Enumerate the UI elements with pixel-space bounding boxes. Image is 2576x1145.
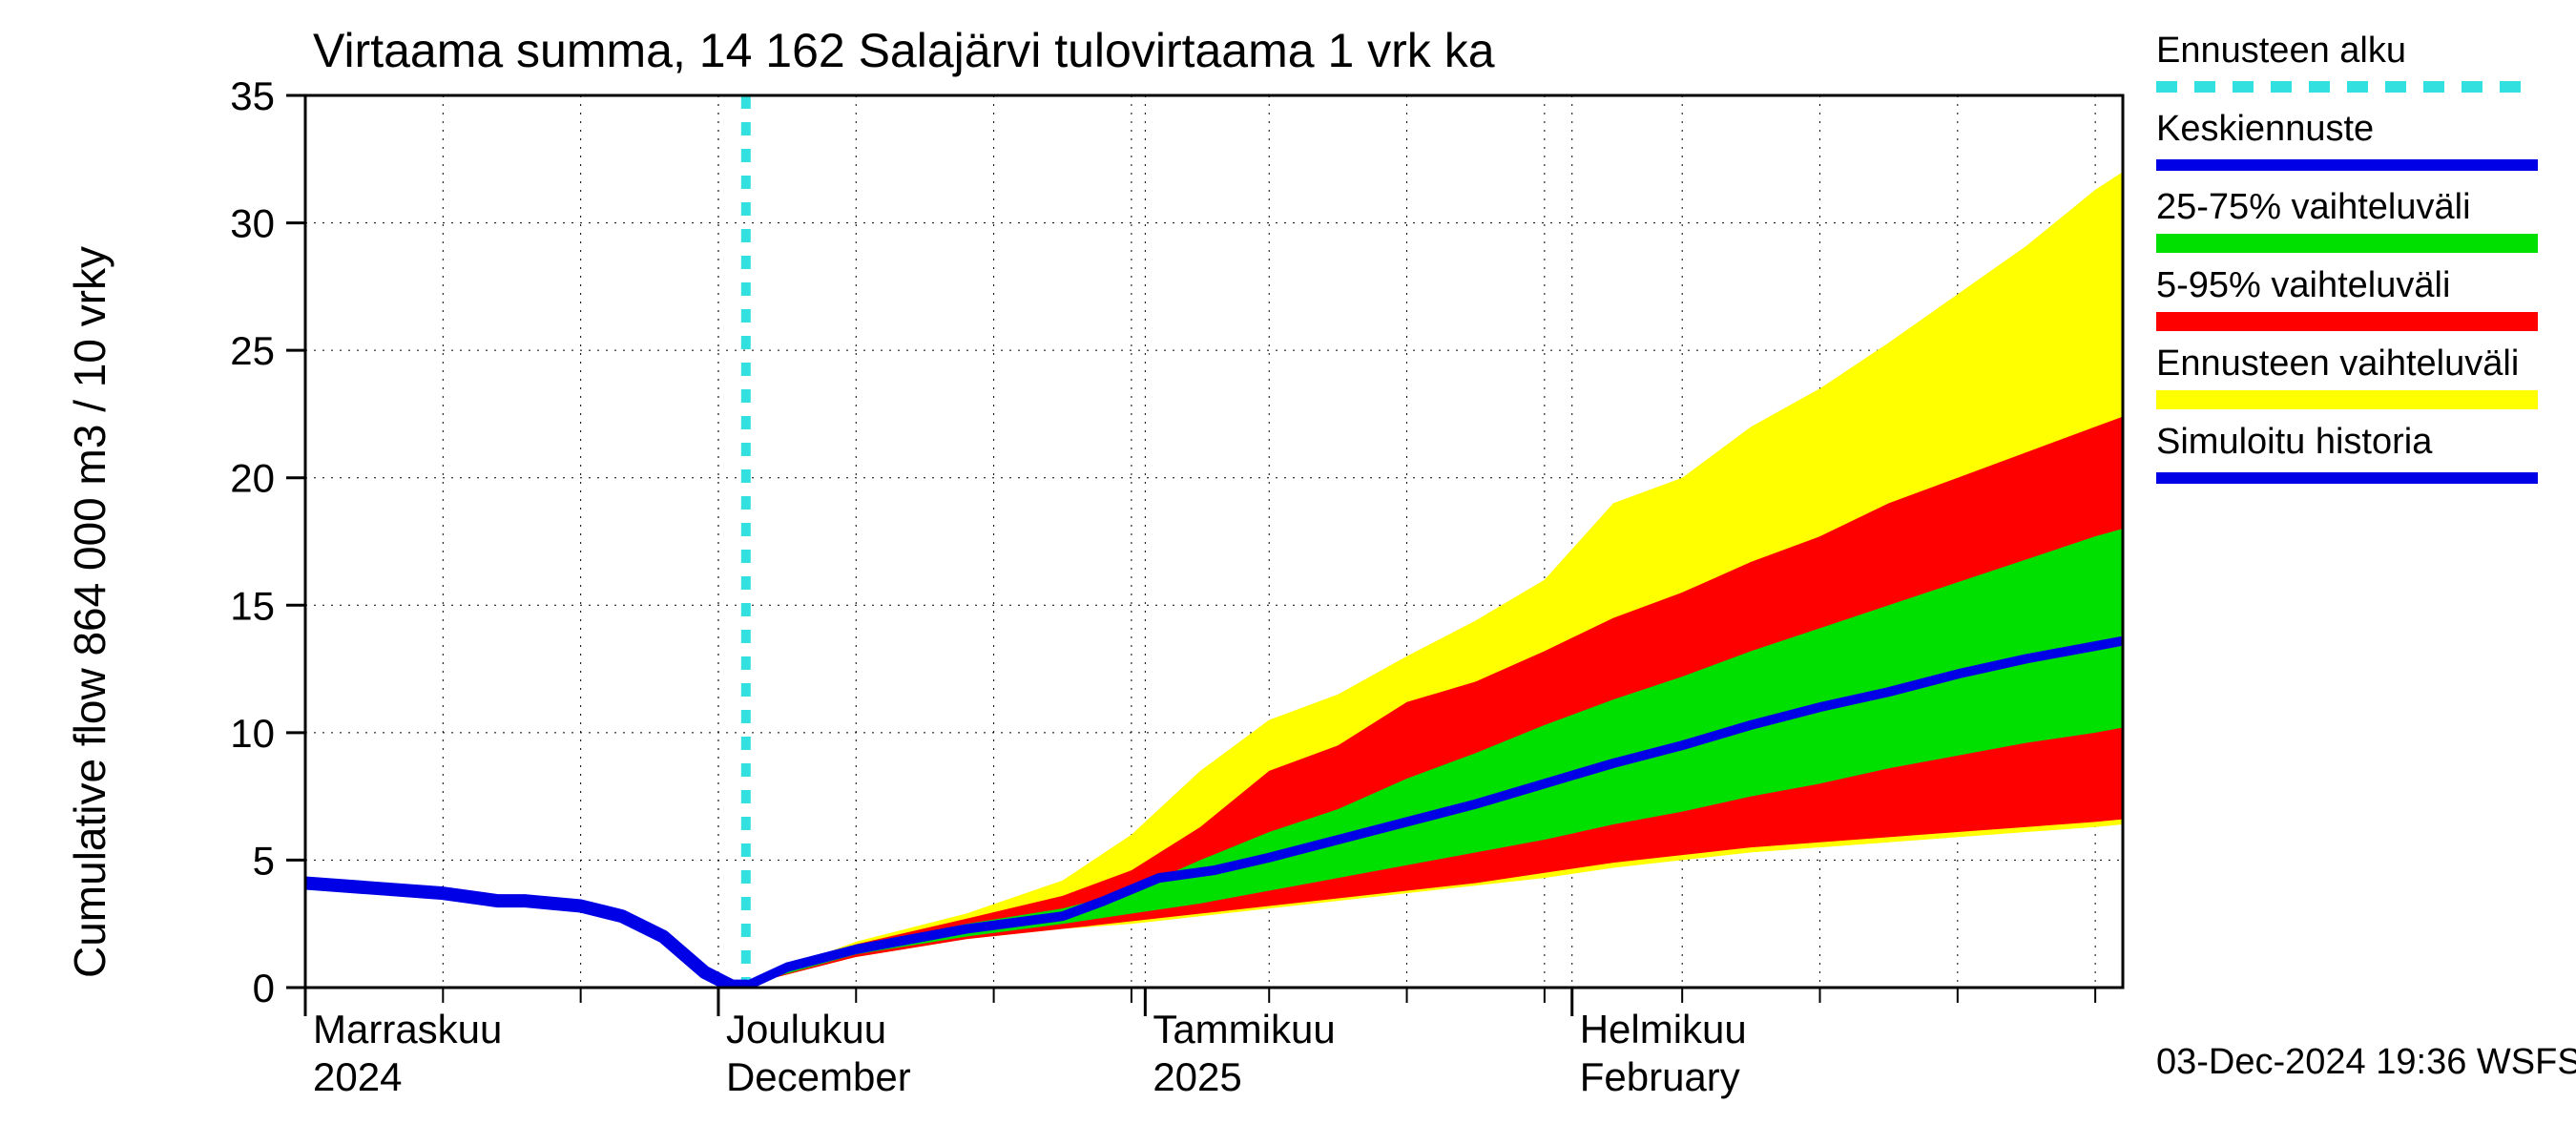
legend-swatch bbox=[2156, 390, 2538, 409]
y-tick-label: 25 bbox=[230, 328, 275, 373]
y-tick-label: 5 bbox=[253, 838, 275, 883]
x-month-label: Helmikuu bbox=[1580, 1007, 1747, 1051]
legend-swatch bbox=[2156, 234, 2538, 253]
timestamp-label: 03-Dec-2024 19:36 WSFS-O bbox=[2156, 1042, 2576, 1082]
y-tick-label: 10 bbox=[230, 711, 275, 756]
legend-label: 25-75% vaihteluväli bbox=[2156, 187, 2471, 227]
legend-label: Keskiennuste bbox=[2156, 109, 2374, 149]
y-tick-label: 35 bbox=[230, 73, 275, 118]
x-month-sublabel: 2024 bbox=[313, 1054, 402, 1099]
x-month-sublabel: December bbox=[726, 1054, 911, 1099]
chart-container: 05101520253035Marraskuu2024JoulukuuDecem… bbox=[0, 0, 2576, 1145]
legend-label: Ennusteen alku bbox=[2156, 31, 2406, 71]
x-month-label: Marraskuu bbox=[313, 1007, 502, 1051]
legend-label: Simuloitu historia bbox=[2156, 422, 2433, 462]
legend-label: Ennusteen vaihteluväli bbox=[2156, 344, 2519, 384]
y-tick-label: 0 bbox=[253, 966, 275, 1010]
y-tick-label: 15 bbox=[230, 583, 275, 628]
chart-title: Virtaama summa, 14 162 Salajärvi tulovir… bbox=[313, 24, 1495, 77]
x-month-label: Joulukuu bbox=[726, 1007, 886, 1051]
x-month-sublabel: February bbox=[1580, 1054, 1740, 1099]
y-axis-title: Cumulative flow 864 000 m3 / 10 vrky bbox=[65, 246, 114, 978]
y-tick-label: 30 bbox=[230, 201, 275, 246]
legend-label: 5-95% vaihteluväli bbox=[2156, 265, 2450, 305]
chart-background bbox=[0, 0, 2576, 1145]
legend-swatch bbox=[2156, 312, 2538, 331]
y-tick-label: 20 bbox=[230, 456, 275, 501]
x-month-label: Tammikuu bbox=[1153, 1007, 1335, 1051]
cumulative-flow-chart: 05101520253035Marraskuu2024JoulukuuDecem… bbox=[0, 0, 2576, 1145]
x-month-sublabel: 2025 bbox=[1153, 1054, 1241, 1099]
